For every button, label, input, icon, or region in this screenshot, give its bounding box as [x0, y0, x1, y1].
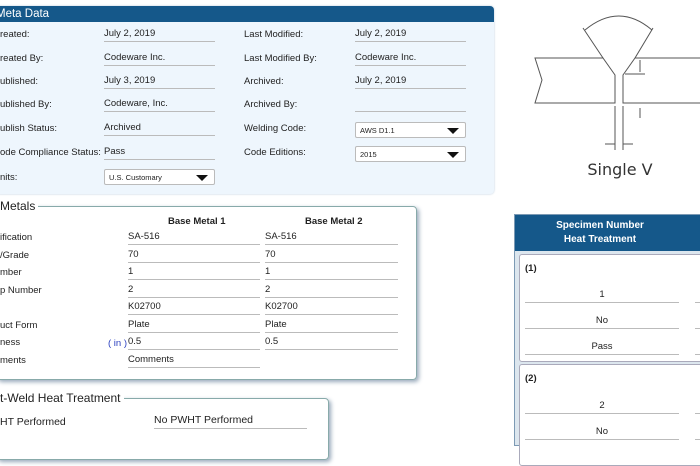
base-metal-1-value[interactable]: SA-516 [128, 230, 260, 245]
pwht-title: t-Weld Heat Treatment [0, 391, 124, 405]
specimen-header-line2: Heat Treatment [563, 234, 637, 245]
base-metal-1-value[interactable]: 1 [128, 265, 260, 280]
specimen-number: (1) [525, 263, 537, 274]
archived-value: July 2, 2019 [355, 74, 466, 89]
thickness-unit-link[interactable]: ( in ) [108, 338, 127, 349]
base-metal-2-value[interactable]: 1 [265, 265, 398, 280]
created-by-label: reated By: [0, 53, 44, 64]
base-metal-row-label: ness [0, 337, 21, 348]
created-label: reated: [0, 29, 30, 40]
chevron-down-icon [196, 175, 208, 181]
welding-code-select[interactable]: AWS D1.1 [355, 122, 466, 138]
published-by-value: Codeware, Inc. [104, 97, 215, 112]
last-modified-value: July 2, 2019 [355, 27, 466, 42]
dimension-lines [605, 60, 645, 150]
code-editions-select[interactable]: 2015 [355, 146, 466, 162]
single-v-joint-diagram: Single V [534, 15, 700, 179]
created-value: July 2, 2019 [104, 27, 215, 42]
specimen-card-2: (2) 2 No [519, 364, 700, 466]
code-compliance-value: Pass [104, 145, 215, 160]
base-metals-title: Metals [0, 199, 39, 213]
meta-data-title: Meta Data [0, 8, 50, 20]
specimen-value[interactable]: 2 [525, 399, 679, 414]
welding-code-label: Welding Code: [244, 123, 307, 134]
base-metal-1-value[interactable]: Plate [128, 318, 260, 333]
archived-by-label: Archived By: [244, 99, 298, 110]
archived-by-value [355, 97, 466, 112]
right-plate [622, 57, 700, 104]
base-metal-2-value[interactable]: 2 [265, 283, 398, 298]
code-edition-value: 2015 [360, 150, 377, 159]
units-select[interactable]: U.S. Customary [104, 169, 215, 185]
base-metal-1-value[interactable]: 0.5 [128, 335, 260, 350]
base-metal-row-label: ments [0, 354, 26, 366]
published-label: ublished: [0, 76, 39, 87]
base-metal-2-header: Base Metal 2 [305, 216, 363, 227]
base-metal-1-value[interactable]: 70 [128, 248, 260, 263]
base-metal-row-label: uct Form [0, 319, 38, 331]
groove-lines [582, 27, 654, 59]
units-label: nits: [0, 172, 18, 183]
base-metal-1-header: Base Metal 1 [168, 216, 226, 227]
specimen-header: Specimen Number Heat Treatment [515, 215, 700, 251]
specimen-number: (2) [525, 373, 537, 384]
base-metal-1-value[interactable]: K02700 [128, 300, 260, 315]
archived-label: Archived: [244, 76, 284, 87]
left-plate [534, 57, 616, 104]
specimen-value[interactable]: No [525, 314, 679, 329]
meta-data-header: Meta Data [0, 6, 494, 22]
publish-status-label: ublish Status: [0, 123, 58, 134]
specimen-card-1: (1) 1 No Pass [519, 254, 700, 362]
last-modified-by-label: Last Modified By: [244, 53, 317, 64]
publish-status-value: Archived [104, 121, 215, 136]
pwht-performed-value[interactable]: No PWHT Performed [154, 414, 307, 429]
base-metal-2-value[interactable]: K02700 [265, 300, 398, 315]
base-metal-1-value[interactable]: 2 [128, 283, 260, 298]
code-editions-label: Code Editions: [244, 147, 306, 158]
base-metal-2-value[interactable]: 70 [265, 248, 398, 263]
code-compliance-label: ode Compliance Status: [0, 147, 101, 158]
specimen-value[interactable]: No [525, 425, 679, 440]
last-modified-by-value: Codeware Inc. [355, 51, 466, 66]
base-metal-2-value[interactable]: 0.5 [265, 335, 398, 350]
published-value: July 3, 2019 [104, 74, 215, 89]
chevron-down-icon [447, 152, 459, 158]
pwht-fieldset [0, 398, 329, 460]
created-by-value: Codeware Inc. [104, 51, 215, 66]
base-metal-row-label: ification [0, 232, 33, 243]
base-metal-row-label: mber [0, 267, 22, 278]
groove-angle-arc [584, 15, 653, 31]
meta-data-panel: Meta Data reated: July 2, 2019 reated By… [0, 6, 494, 194]
last-modified-label: Last Modified: [244, 29, 304, 40]
base-metal-2-value[interactable]: SA-516 [265, 230, 398, 245]
published-by-label: ublished By: [0, 99, 52, 110]
specimen-panel: Specimen Number Heat Treatment (1) 1 No P… [514, 214, 700, 466]
specimen-value[interactable]: Pass [525, 340, 679, 355]
diagram-caption: Single V [587, 160, 652, 179]
chevron-down-icon [447, 128, 459, 134]
base-metal-row-label: p Number [0, 284, 42, 296]
units-value: U.S. Customary [109, 173, 162, 182]
specimen-header-line1: Specimen Number [556, 220, 644, 231]
base-metals-fieldset [0, 206, 417, 380]
pwht-performed-label: HT Performed [0, 416, 66, 428]
base-metal-2-value[interactable]: Plate [265, 318, 398, 333]
base-metal-row-label: /Grade [0, 249, 30, 261]
specimen-value[interactable]: 1 [525, 288, 679, 303]
base-metal-1-value[interactable]: Comments [128, 353, 260, 368]
welding-code-value: AWS D1.1 [360, 126, 395, 135]
